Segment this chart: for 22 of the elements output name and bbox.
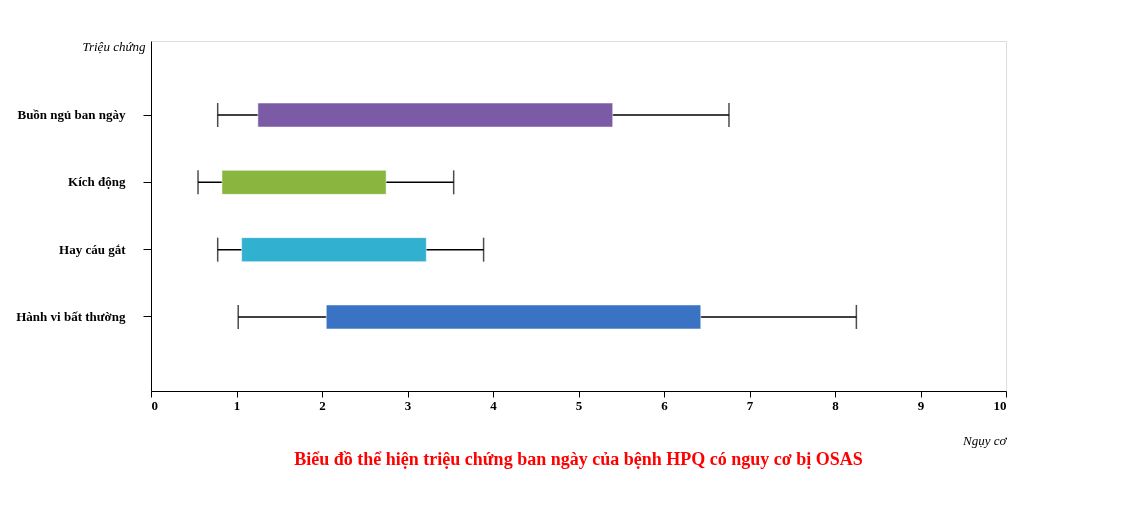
y-axis-title: Triệu chứng xyxy=(82,38,146,54)
x-tick-label: 4 xyxy=(490,397,498,413)
x-tick-label: 6 xyxy=(661,397,669,413)
bar xyxy=(241,237,427,262)
x-tick-label: 5 xyxy=(575,397,583,413)
text: Biểu đồ thể hiện triệu chứng ban ngày của bệnh HPQ có nguy cơ bị OSAS xyxy=(294,449,863,469)
y-tick-label: Kích động xyxy=(68,174,126,190)
x-tick-label: 8 xyxy=(832,397,840,413)
bar xyxy=(221,170,387,195)
x-axis-title: Ngụy cơ xyxy=(962,432,1008,448)
x-tick-label: 10 xyxy=(993,397,1007,413)
y-tick-label: Buồn ngủ ban ngày xyxy=(17,107,126,123)
x-tick-label: 3 xyxy=(404,397,412,413)
x-tick-label: 7 xyxy=(746,397,754,413)
y-tick-label: Hành vi bất thường xyxy=(16,308,126,324)
x-tick-label: 1 xyxy=(233,397,241,413)
x-tick-label: 2 xyxy=(319,397,326,413)
x-tick-label: 0 xyxy=(151,397,158,413)
x-tick-label: 9 xyxy=(917,397,925,413)
bar xyxy=(257,102,613,128)
y-tick-label: Hay cáu gắt xyxy=(59,241,127,257)
bar xyxy=(326,304,702,330)
